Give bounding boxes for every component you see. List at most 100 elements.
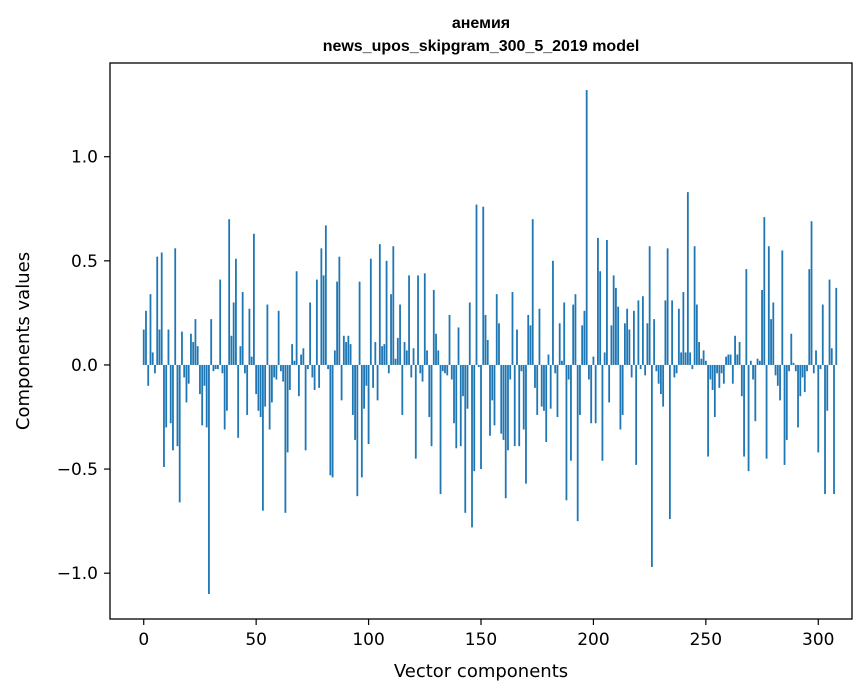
bar-component-296 — [808, 269, 811, 365]
bar-component-21 — [190, 333, 192, 365]
bar-component-85 — [333, 350, 336, 365]
bar-component-63 — [284, 364, 287, 513]
bar-component-255 — [716, 364, 718, 374]
bar-component-12 — [169, 364, 172, 424]
bar-component-215 — [626, 308, 629, 365]
bar-component-199 — [590, 364, 593, 424]
bar-component-178 — [543, 364, 545, 411]
bar-component-57 — [270, 364, 273, 403]
bar-component-285 — [783, 364, 786, 465]
bar-component-53 — [262, 364, 264, 511]
bar-component-47 — [248, 308, 251, 365]
bar-component-56 — [268, 364, 271, 430]
bar-component-161 — [504, 364, 507, 499]
bar-component-292 — [799, 364, 802, 397]
bar-component-77 — [315, 279, 318, 365]
bar-component-129 — [432, 289, 435, 365]
bar-component-221 — [639, 364, 642, 370]
bar-component-293 — [801, 364, 804, 378]
bar-component-72 — [304, 364, 307, 451]
bar-component-15 — [176, 364, 179, 447]
x-tick-label: 300 — [802, 630, 834, 650]
bar-component-287 — [788, 364, 790, 372]
bar-component-163 — [509, 364, 512, 380]
bar-component-197 — [585, 90, 588, 365]
bar-component-42 — [237, 364, 240, 438]
bar-component-52 — [259, 364, 262, 418]
bar-component-270 — [749, 360, 752, 365]
bar-component-17 — [181, 331, 183, 365]
x-tick-label: 200 — [577, 630, 609, 650]
bar-component-10 — [165, 364, 168, 428]
bar-component-281 — [774, 364, 777, 376]
bar-component-275 — [761, 289, 763, 365]
plot-area-frame — [109, 62, 853, 620]
bar-component-6 — [156, 256, 159, 365]
bar-component-245 — [693, 246, 696, 365]
bar-component-99 — [365, 364, 368, 386]
bar-component-3 — [149, 294, 152, 365]
bar-component-261 — [729, 354, 732, 365]
bar-component-102 — [372, 364, 374, 388]
bar-component-66 — [291, 344, 294, 365]
bar-component-165 — [513, 364, 516, 447]
chart-title-line1: анемия — [452, 15, 510, 32]
y-axis-label: Components values — [13, 252, 34, 430]
bar-component-234 — [668, 364, 671, 520]
bar-component-82 — [327, 364, 329, 370]
bar-component-227 — [653, 319, 656, 365]
bar-component-158 — [498, 323, 500, 365]
bar-component-162 — [507, 364, 509, 451]
bar-component-29 — [208, 364, 210, 595]
bar-component-280 — [772, 302, 775, 365]
bar-component-276 — [763, 217, 766, 365]
bar-component-36 — [223, 364, 226, 430]
bar-component-223 — [644, 364, 647, 376]
bar-component-73 — [306, 364, 309, 370]
bar-component-39 — [230, 335, 233, 365]
x-tick-label: 50 — [245, 630, 267, 650]
bar-component-59 — [275, 364, 278, 380]
bar-component-26 — [201, 364, 204, 426]
bar-component-74 — [309, 302, 312, 365]
bar-component-267 — [743, 364, 745, 457]
bar-component-95 — [356, 364, 359, 497]
bar-component-104 — [376, 364, 379, 401]
bar-component-154 — [489, 364, 491, 436]
bar-component-220 — [637, 300, 640, 365]
bar-component-295 — [806, 364, 808, 372]
bar-component-248 — [700, 358, 703, 365]
bar-component-112 — [394, 358, 397, 365]
bar-component-192 — [574, 294, 577, 365]
bar-component-4 — [151, 352, 154, 365]
bar-component-187 — [563, 302, 566, 365]
bar-component-76 — [313, 364, 316, 390]
bar-component-30 — [210, 319, 213, 365]
bar-component-222 — [641, 296, 644, 365]
bar-component-19 — [185, 364, 188, 403]
bar-component-11 — [167, 329, 170, 365]
bar-component-108 — [385, 260, 388, 365]
bar-component-297 — [810, 221, 813, 365]
bar-component-286 — [785, 364, 788, 440]
bar-component-122 — [417, 275, 419, 365]
bar-component-208 — [610, 325, 613, 365]
bar-component-301 — [819, 364, 822, 370]
x-axis-ticks: 0 50 100 150 200 250 300 — [138, 619, 834, 650]
bar-component-132 — [439, 364, 442, 495]
bar-component-240 — [682, 292, 685, 365]
bar-component-31 — [212, 364, 215, 372]
bar-component-273 — [756, 358, 759, 365]
bar-component-70 — [300, 354, 303, 365]
bar-component-170 — [525, 364, 527, 484]
bar-component-35 — [221, 364, 224, 374]
bar-component-37 — [226, 364, 228, 411]
bar-component-168 — [520, 364, 523, 372]
bar-component-231 — [662, 364, 665, 407]
bar-component-247 — [698, 342, 700, 365]
bar-component-259 — [725, 356, 727, 365]
bar-component-22 — [192, 342, 195, 365]
bar-component-133 — [441, 364, 444, 372]
bar-component-236 — [673, 364, 676, 378]
